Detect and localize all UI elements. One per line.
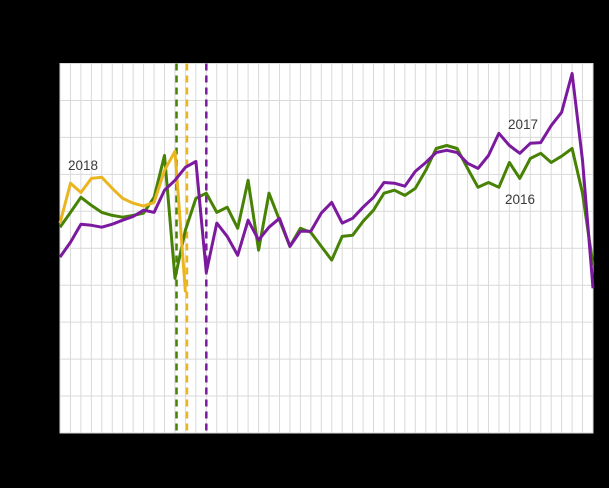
easter-week-dashed-markers [175, 63, 208, 433]
series-label-2016: 2016 [505, 192, 535, 207]
plot-border [59, 63, 594, 434]
series-label-2017: 2017 [508, 117, 538, 132]
series-lines [58, 72, 595, 293]
series-line-2017 [58, 72, 595, 289]
series-label-2018: 2018 [68, 158, 98, 173]
gridlines [59, 63, 594, 434]
series-line-2018 [58, 149, 187, 293]
